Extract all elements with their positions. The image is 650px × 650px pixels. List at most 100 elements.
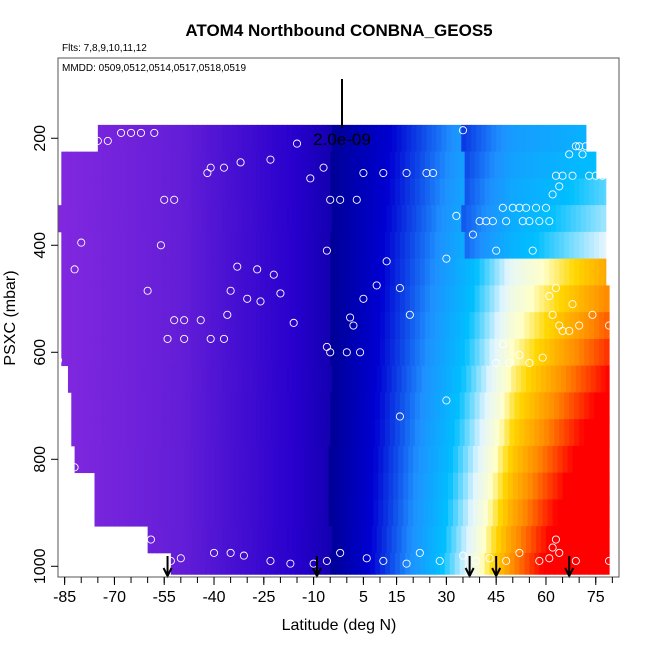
observation-point	[226, 548, 235, 557]
heatmap-cell	[145, 285, 152, 313]
heatmap-cell	[341, 205, 348, 233]
heatmap-cell	[180, 151, 187, 179]
heatmap-cell	[222, 365, 228, 393]
heatmap-cell	[285, 552, 291, 575]
observation-point	[352, 195, 361, 204]
heatmap-cell	[325, 338, 331, 367]
heatmap-cell	[155, 419, 162, 447]
heatmap-cell	[419, 419, 426, 447]
heatmap-cell	[179, 445, 185, 474]
heatmap-cell	[454, 392, 461, 420]
heatmap-cell	[335, 231, 341, 260]
heatmap-cell	[584, 285, 590, 313]
heatmap-cell	[519, 392, 525, 420]
heatmap-cell	[371, 124, 378, 153]
heatmap-cell	[235, 312, 242, 340]
heatmap-cell	[170, 178, 177, 206]
heatmap-cell	[77, 205, 84, 233]
heatmap-cell	[232, 526, 238, 554]
heatmap-cell	[219, 472, 225, 500]
heatmap-cell	[524, 231, 530, 260]
heatmap-cell	[86, 231, 92, 260]
heatmap-cell	[522, 445, 529, 474]
heatmap-cell	[200, 552, 207, 575]
heatmap-cell	[305, 231, 311, 260]
heatmap-cell	[389, 151, 396, 179]
heatmap-cell	[318, 472, 325, 500]
heatmap-cell	[209, 445, 215, 474]
heatmap-cell	[504, 231, 511, 260]
heatmap-cell	[579, 419, 585, 447]
heatmap-cell	[126, 258, 132, 286]
heatmap-cell	[404, 285, 411, 313]
heatmap-cell	[325, 285, 331, 313]
heatmap-cell	[165, 419, 172, 447]
heatmap-cell	[433, 499, 439, 527]
heatmap-cell	[584, 178, 590, 206]
heatmap-cell	[91, 419, 97, 447]
observation-points	[53, 126, 614, 568]
heatmap-cell	[429, 392, 436, 420]
heatmap-cell	[441, 526, 447, 554]
heatmap-cell	[540, 526, 547, 554]
heatmap-cell	[574, 178, 580, 206]
heatmap-cell	[524, 312, 530, 340]
heatmap-cell	[265, 231, 272, 260]
heatmap-cell	[330, 392, 336, 420]
heatmap-cell	[423, 499, 429, 527]
heatmap-cell	[331, 124, 338, 153]
heatmap-cell	[414, 552, 421, 575]
heatmap-cell	[494, 178, 501, 206]
heatmap-cell	[293, 445, 300, 474]
heatmap-cell	[507, 499, 514, 527]
heatmap-cell	[529, 178, 535, 206]
heatmap-cell	[182, 124, 189, 153]
heatmap-cell	[424, 258, 431, 286]
heatmap-cell	[235, 338, 242, 367]
heatmap-cell	[209, 499, 215, 527]
heatmap-cell	[230, 178, 237, 206]
heatmap-cell	[419, 151, 426, 179]
heatmap-cell	[275, 285, 282, 313]
heatmap-cell	[569, 258, 575, 286]
heatmap-cell	[255, 419, 262, 447]
heatmap-cell	[192, 205, 199, 233]
heatmap-cell	[565, 365, 572, 393]
heatmap-cell	[424, 231, 431, 260]
heatmap-cell	[399, 178, 406, 206]
heatmap-cell	[421, 124, 428, 153]
heatmap-cell	[214, 472, 220, 500]
heatmap-cell	[360, 178, 366, 206]
heatmap-cell	[381, 526, 388, 554]
heatmap-cell	[295, 552, 301, 575]
heatmap-cell	[464, 419, 471, 447]
heatmap-cell	[454, 231, 461, 260]
heatmap-cell	[419, 258, 426, 286]
chart-title: ATOM4 Northbound CONBNA_GEOS5	[185, 21, 492, 40]
heatmap-cell	[383, 445, 389, 474]
heatmap-cell	[245, 258, 252, 286]
heatmap-cell	[527, 472, 534, 500]
heatmap-cell	[370, 178, 376, 206]
heatmap-cell	[177, 526, 184, 554]
heatmap-cell	[404, 338, 411, 367]
heatmap-cell	[265, 419, 272, 447]
heatmap-cell	[170, 419, 177, 447]
heatmap-cell	[136, 258, 142, 286]
heatmap-cell	[449, 178, 456, 206]
heatmap-cell	[303, 445, 310, 474]
heatmap-cell	[559, 552, 565, 575]
heatmap-cell	[184, 445, 190, 474]
heatmap-cell	[295, 151, 301, 179]
heatmap-cell	[311, 124, 318, 153]
heatmap-cell	[428, 499, 434, 527]
heatmap-cell	[194, 472, 200, 500]
heatmap-cell	[459, 285, 466, 313]
heatmap-cell	[273, 472, 280, 500]
heatmap-cell	[250, 312, 257, 340]
heatmap-cell	[170, 285, 177, 313]
heatmap-cell	[358, 472, 364, 500]
heatmap-cell	[91, 151, 97, 179]
heatmap-cell	[489, 285, 496, 313]
heatmap-cell	[458, 472, 464, 500]
